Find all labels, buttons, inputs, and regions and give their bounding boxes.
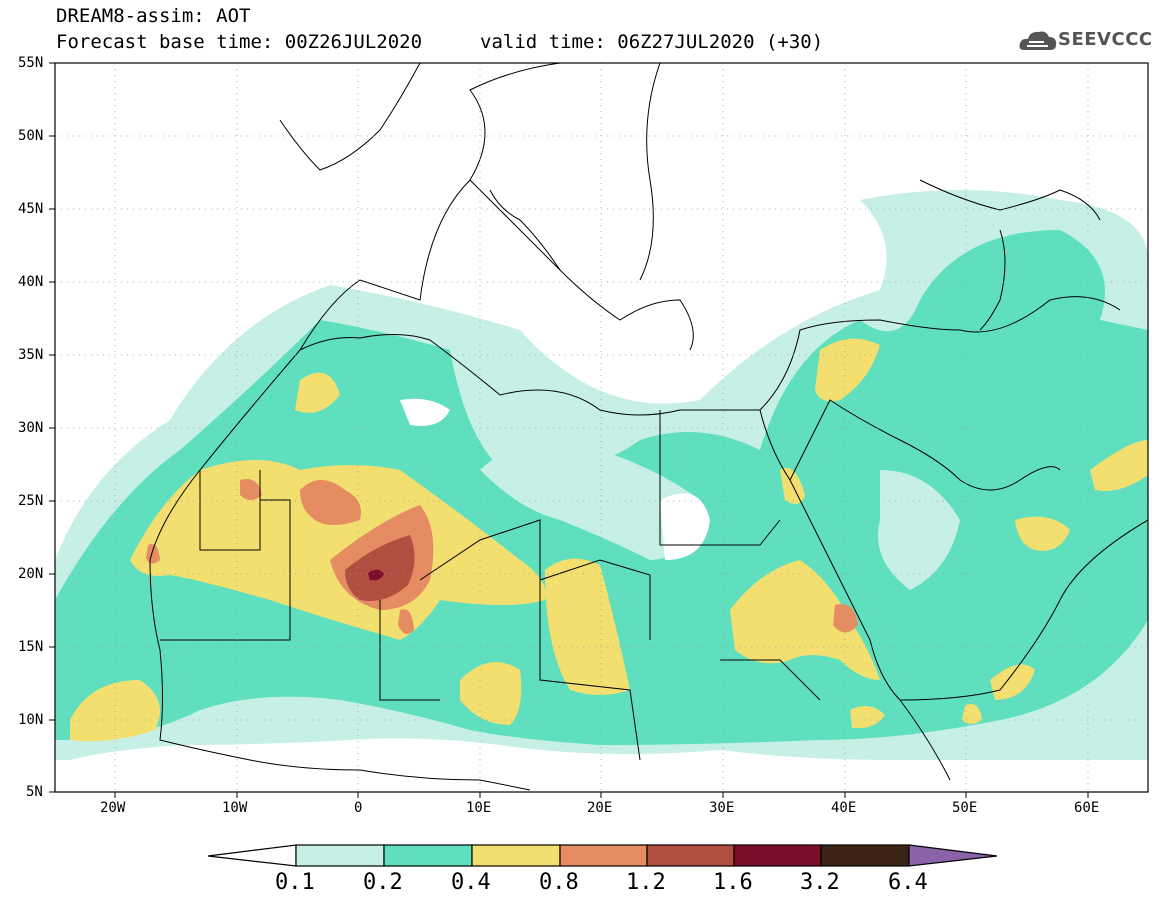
lat-label: 25N [18, 493, 44, 509]
lon-label: 20W [100, 800, 126, 816]
logo-text: SEEVCCC [1058, 29, 1153, 50]
aot-band-0-8 [833, 604, 858, 633]
lat-label: 10N [18, 712, 44, 728]
aot-band-1-6 [368, 569, 384, 581]
lat-label: 50N [18, 128, 44, 144]
aot-band-0-4 [850, 706, 885, 729]
colorbar-cell [295, 844, 385, 867]
map-title: DREAM8-assim: AOT [56, 5, 251, 27]
aot-band-0-8 [240, 479, 262, 500]
forecast-base-time: Forecast base time: 00Z26JUL2020 [56, 31, 423, 53]
lat-label: 55N [18, 55, 44, 71]
colorbar-cell [733, 844, 822, 867]
aot-band-1-2 [345, 535, 415, 601]
colorbar-cell [646, 844, 735, 867]
colorbar-cell [559, 844, 648, 867]
lon-label: 0 [354, 800, 363, 816]
colorbar-cell [383, 844, 473, 867]
lon-label: 10W [222, 800, 248, 816]
colorbar-label: 6.4 [888, 870, 928, 895]
aot-band-0-4 [545, 558, 630, 695]
lon-label: 60E [1074, 800, 1100, 816]
aot-band-0-4 [730, 560, 880, 680]
colorbar-high-arrow [908, 844, 998, 867]
lat-label: 35N [18, 347, 44, 363]
aot-band-0-4 [130, 460, 546, 640]
colorbar-low-arrow [207, 844, 297, 867]
valid-time: valid time: 06Z27JUL2020 (+30) [480, 31, 824, 53]
colorbar [207, 844, 998, 867]
lon-label: 40E [831, 800, 857, 816]
lon-label: 50E [952, 800, 978, 816]
coastlines [149, 63, 1148, 791]
colorbar-label: 1.2 [626, 870, 666, 895]
colorbar-cell [820, 844, 910, 867]
lat-label: 20N [18, 566, 44, 582]
aot-band-0-4 [1090, 440, 1148, 491]
aot-band-0-4 [460, 662, 522, 725]
aot-band-0-4 [815, 338, 880, 402]
colorbar-label: 0.8 [539, 870, 579, 895]
lat-label: 15N [18, 639, 44, 655]
lat-label: 40N [18, 274, 44, 290]
lon-label: 20E [587, 800, 613, 816]
colorbar-label: 3.2 [800, 870, 840, 895]
colorbar-label: 1.6 [713, 870, 753, 895]
lat-label: 30N [18, 420, 44, 436]
aot-band-0-8 [300, 480, 361, 525]
cloud-logo-icon [1019, 31, 1057, 50]
lat-label: 5N [26, 784, 43, 800]
colorbar-label: 0.1 [275, 870, 315, 895]
colorbar-cell [471, 844, 561, 867]
aot-band-0-4 [295, 372, 340, 413]
lon-label: 10E [466, 800, 492, 816]
colorbar-label: 0.4 [451, 870, 491, 895]
aot-band-0-4 [70, 680, 160, 742]
colorbar-label: 0.2 [363, 870, 403, 895]
aot-band-0-4 [990, 664, 1035, 700]
axis-ticks [49, 62, 1089, 798]
gridlines [55, 63, 1148, 792]
lon-label: 30E [709, 800, 735, 816]
aot-field [55, 63, 1148, 792]
aot-band-0-8 [146, 544, 160, 564]
lat-label: 45N [18, 201, 44, 217]
aot-band-0-8 [398, 609, 414, 634]
aot-band-0-4 [1015, 516, 1070, 551]
aot-band-0-4 [962, 704, 982, 724]
